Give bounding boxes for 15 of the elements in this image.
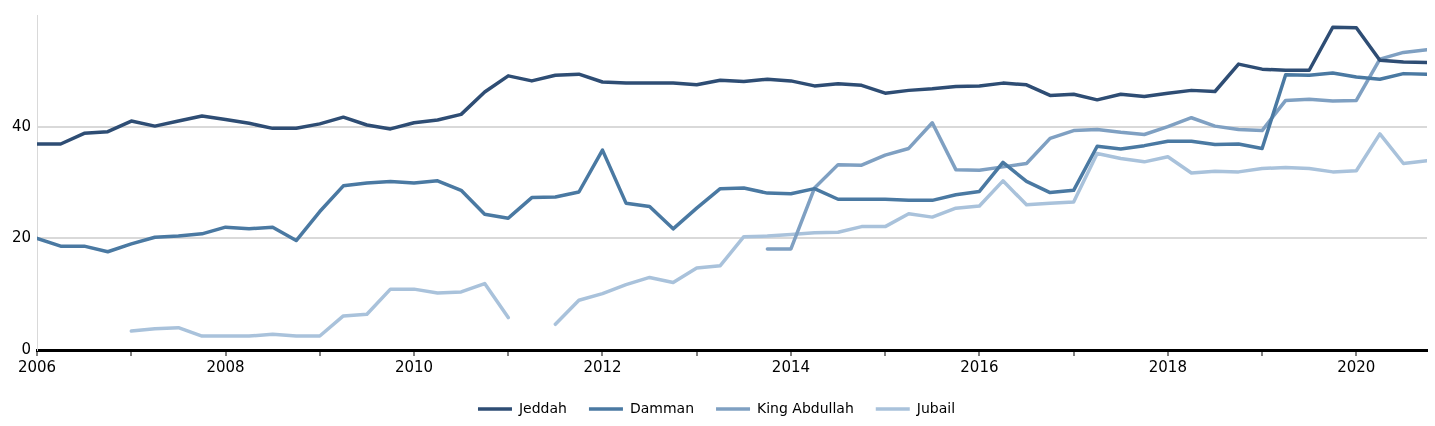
- y-tick-label: 40: [11, 116, 32, 135]
- x-tick-label: 2010: [394, 357, 434, 376]
- legend-label: Jubail: [915, 399, 956, 416]
- x-tick-label: 2012: [583, 357, 622, 376]
- legend-label: Damman: [629, 399, 695, 416]
- x-tick-label: 2014: [771, 357, 811, 376]
- legend-label: Jeddah: [517, 399, 567, 416]
- legend-label: King Abdullah: [757, 399, 854, 416]
- x-tick-label: 2020: [1337, 357, 1376, 376]
- x-tick-label: 2016: [960, 357, 999, 376]
- y-tick-label: 20: [11, 228, 32, 247]
- x-tick-label: 2008: [206, 357, 245, 376]
- y-tick-label: 0: [21, 339, 32, 358]
- x-tick-label: 2018: [1148, 357, 1187, 376]
- x-tick-label: 2006: [17, 357, 57, 376]
